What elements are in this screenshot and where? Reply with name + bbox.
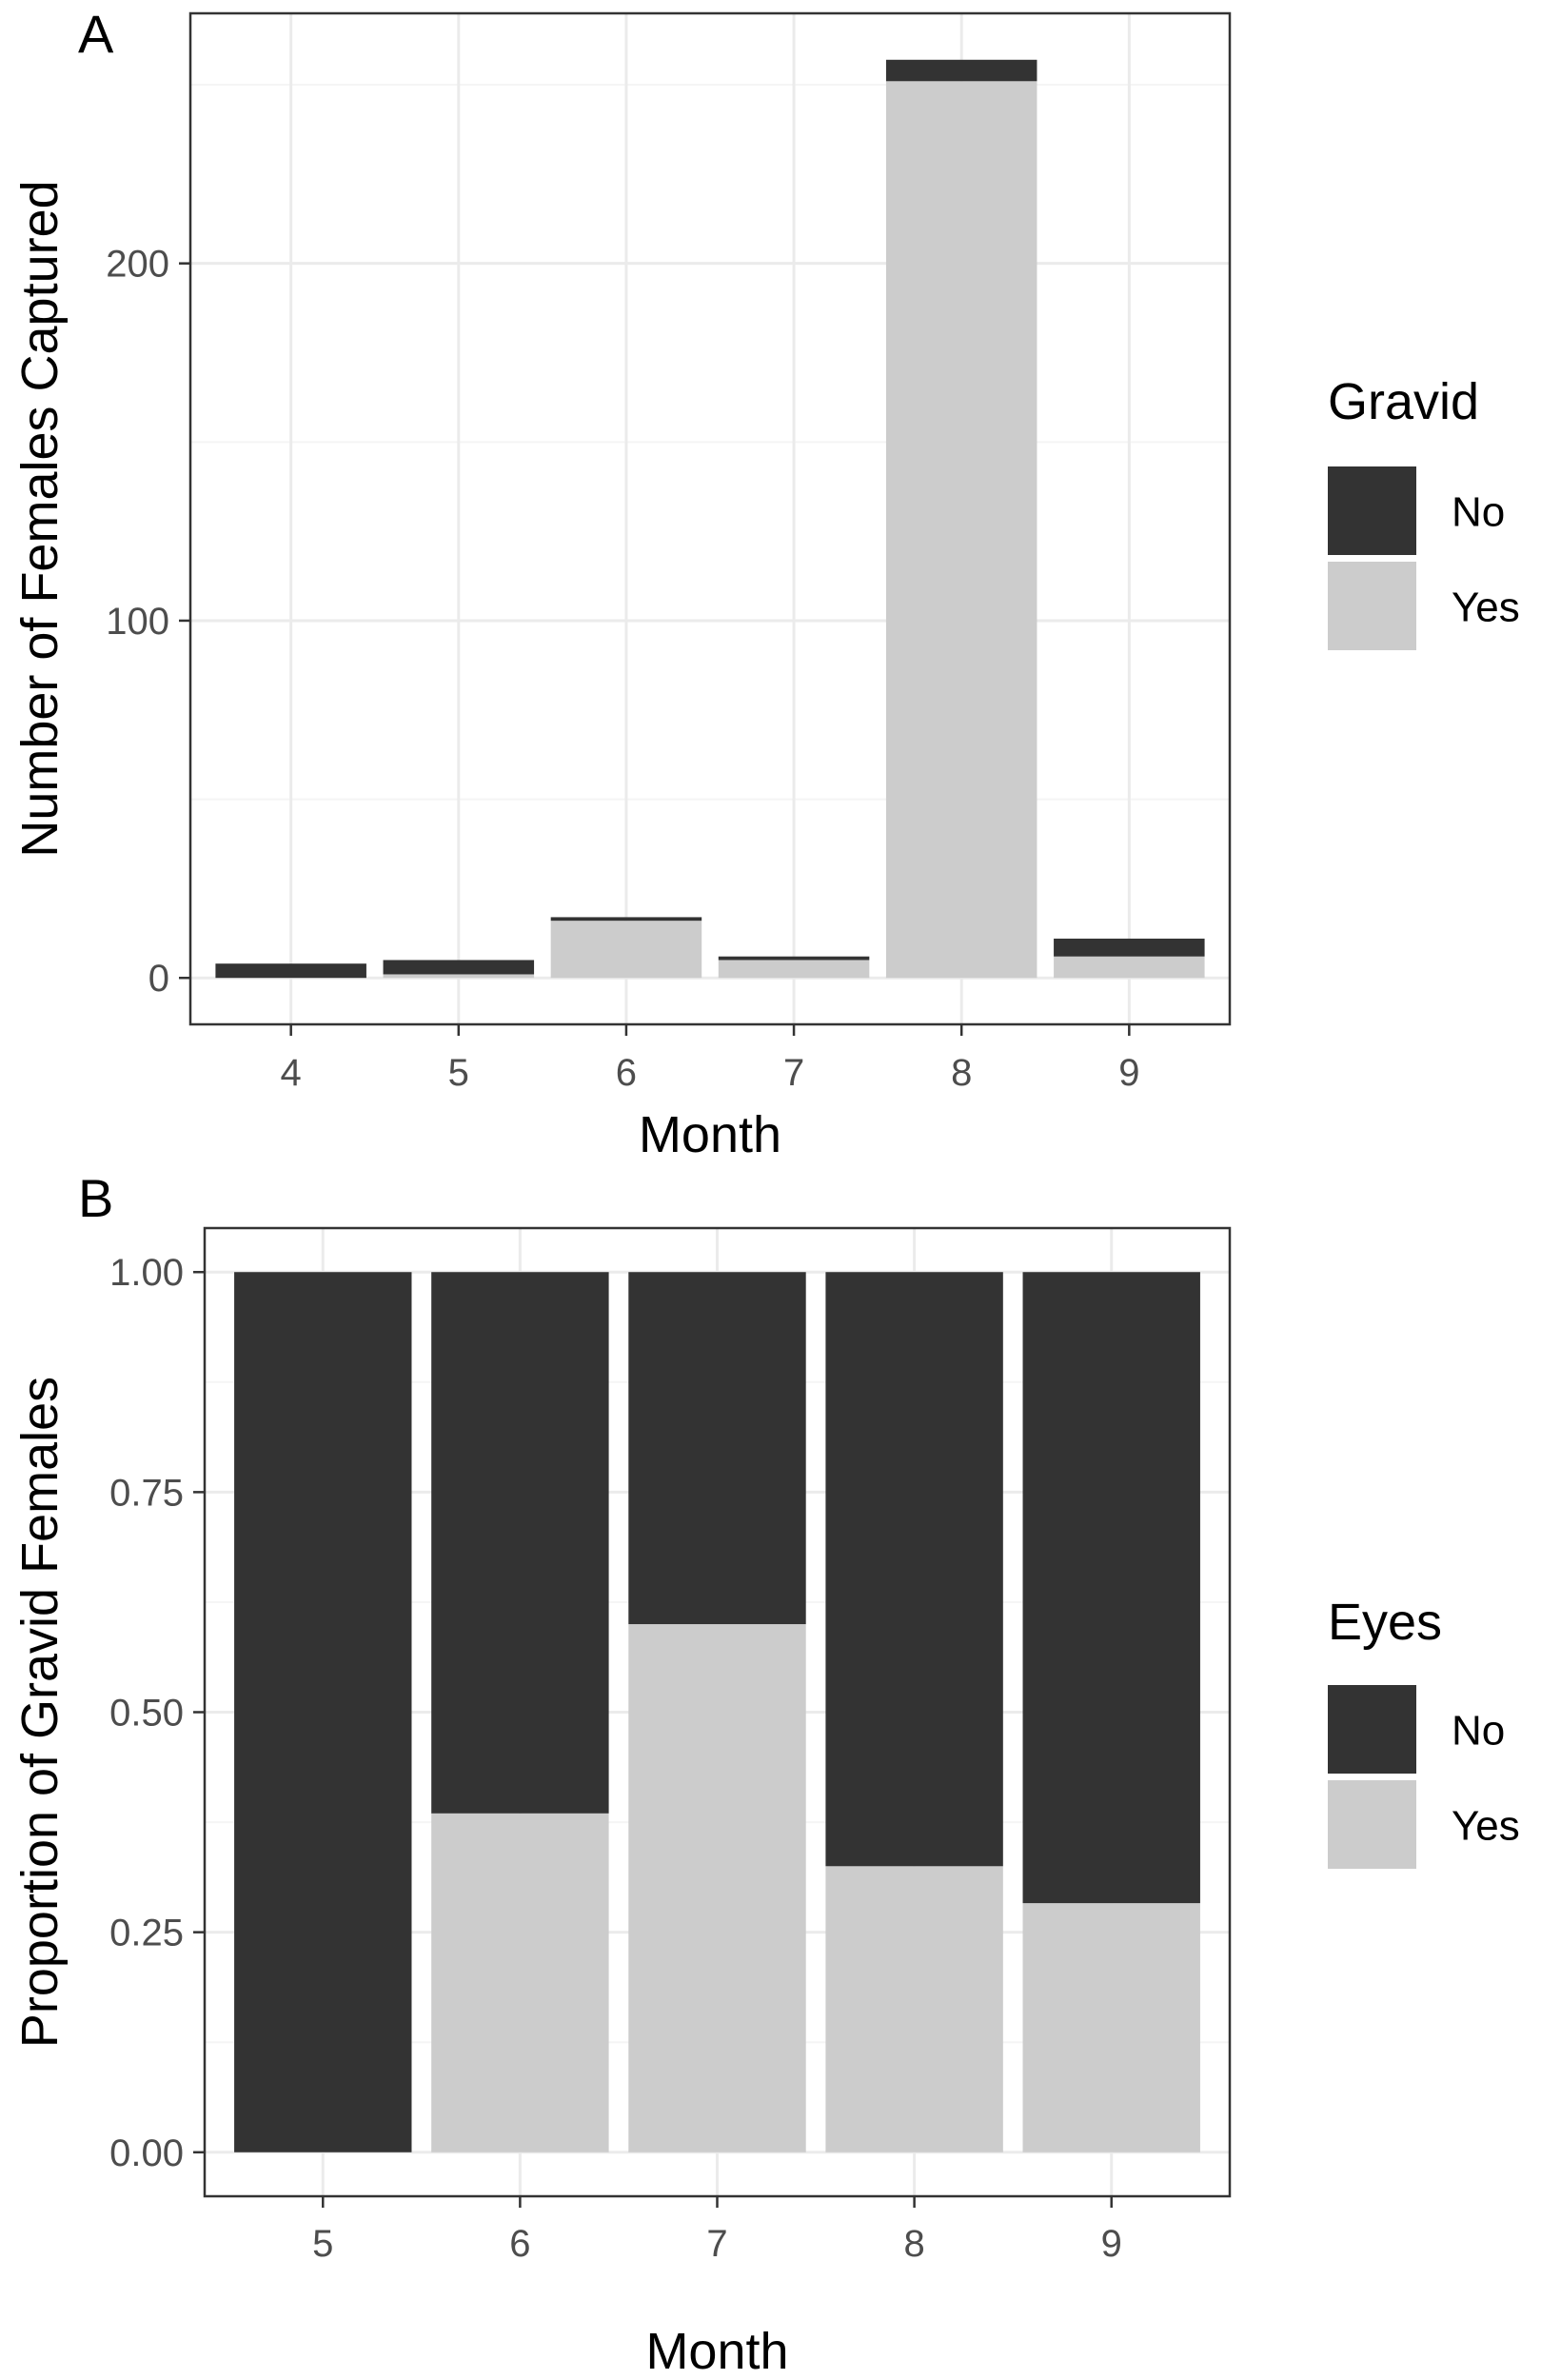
panel-letter-a: A: [78, 4, 114, 64]
bar-no-month-7[interactable]: [628, 1272, 806, 1625]
bar-yes-month-6[interactable]: [550, 921, 702, 979]
x-tick-label: 8: [951, 1052, 972, 1094]
panel-a-chart: 0 100 200 4 5 6 7 8 9 Month Number of Females Capt…: [11, 4, 1520, 1163]
legend-key-no[interactable]: [1328, 466, 1416, 555]
x-tick-label: 5: [448, 1052, 469, 1094]
y-tick-label: 1.00: [109, 1252, 184, 1294]
legend-label-no: No: [1452, 489, 1505, 536]
y-tick-label: 0: [148, 958, 169, 1000]
x-tick-label: 9: [1118, 1052, 1139, 1094]
panel-background: [190, 13, 1230, 1024]
panel-letter-b: B: [78, 1168, 113, 1228]
legend-label-no: No: [1452, 1708, 1505, 1755]
bar-no-month-9[interactable]: [1054, 938, 1205, 957]
bar-no-month-5[interactable]: [234, 1272, 412, 2152]
bar-no-month-6[interactable]: [431, 1272, 609, 1814]
legend-key-yes[interactable]: [1328, 1780, 1416, 1869]
legend-title: Eyes: [1328, 1594, 1442, 1651]
bar-no-month-7[interactable]: [718, 956, 870, 961]
bar-yes-month-8[interactable]: [825, 1866, 1003, 2152]
x-tick-label: 6: [509, 2223, 530, 2265]
bar-yes-month-9[interactable]: [1022, 1903, 1200, 2152]
legend-title: Gravid: [1328, 373, 1479, 430]
bar-no-month-6[interactable]: [550, 917, 702, 922]
bar-yes-month-7[interactable]: [628, 1624, 806, 2152]
legend-b: Eyes No Yes: [1328, 1594, 1520, 1869]
x-tick-label: 7: [706, 2223, 727, 2265]
legend-label-yes: Yes: [1452, 1803, 1520, 1850]
x-tick-label: 4: [281, 1052, 302, 1094]
bar-yes-month-6[interactable]: [431, 1813, 609, 2152]
bar-no-month-8[interactable]: [885, 59, 1037, 82]
bar-yes-month-8[interactable]: [885, 81, 1037, 979]
bar-no-month-9[interactable]: [1022, 1272, 1200, 1904]
x-tick-label: 9: [1101, 2223, 1122, 2265]
bar-no-month-8[interactable]: [825, 1272, 1003, 1867]
y-tick-label: 0.50: [109, 1693, 184, 1735]
panel-b-chart: 0.00 0.25 0.50 0.75 1.00 5 6 7 8 9 Month Proportion…: [11, 1168, 1520, 2380]
panel-border: [188, 11, 1232, 1026]
x-axis-title: Month: [645, 2323, 788, 2380]
bar-no-month-5[interactable]: [383, 960, 535, 975]
legend-key-yes[interactable]: [1328, 562, 1416, 650]
legend-a: Gravid No Yes: [1328, 373, 1520, 650]
y-tick-label: 0.25: [109, 1913, 184, 1954]
legend-key-no[interactable]: [1328, 1685, 1416, 1774]
legend-label-yes: Yes: [1452, 585, 1520, 631]
x-tick-label: 5: [312, 2223, 333, 2265]
bar-no-month-4[interactable]: [215, 963, 366, 979]
y-axis-title: Number of Females Captured: [11, 180, 69, 857]
bar-yes-month-9[interactable]: [1054, 956, 1205, 979]
y-axis-title: Proportion of Gravid Females: [11, 1377, 69, 2048]
x-tick-label: 7: [783, 1052, 804, 1094]
y-tick-label: 0.75: [109, 1472, 184, 1514]
y-tick-label: 200: [106, 244, 169, 286]
x-axis-title: Month: [639, 1106, 781, 1163]
y-tick-label: 0.00: [109, 2132, 184, 2174]
bar-yes-month-7[interactable]: [718, 960, 870, 979]
x-tick-label: 6: [616, 1052, 637, 1094]
y-tick-label: 100: [106, 601, 169, 643]
bar-yes-month-5[interactable]: [383, 974, 535, 979]
x-tick-label: 8: [903, 2223, 924, 2265]
